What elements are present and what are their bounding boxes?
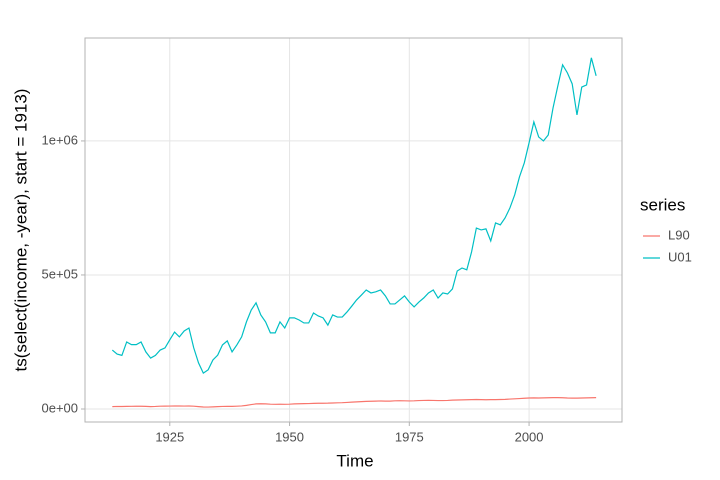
- x-tick-label: 1925: [155, 429, 184, 444]
- legend-title: series: [640, 195, 685, 214]
- y-tick-label: 5e+05: [41, 266, 78, 281]
- x-tick-label: 1950: [275, 429, 304, 444]
- x-tick-label: 1975: [395, 429, 424, 444]
- legend-label: U01: [668, 249, 692, 264]
- panel-border: [84, 37, 623, 423]
- legend-label: L90: [668, 227, 690, 242]
- panel: [85, 38, 622, 422]
- x-tick-label: 2000: [515, 429, 544, 444]
- y-tick-label: 0e+00: [41, 400, 78, 415]
- y-axis-title: ts(select(income, -year), start = 1913): [11, 89, 30, 372]
- x-axis-title: Time: [336, 451, 373, 470]
- series-line: [111, 57, 597, 374]
- y-tick-label: 1e+06: [41, 132, 78, 147]
- series-line: [112, 397, 597, 408]
